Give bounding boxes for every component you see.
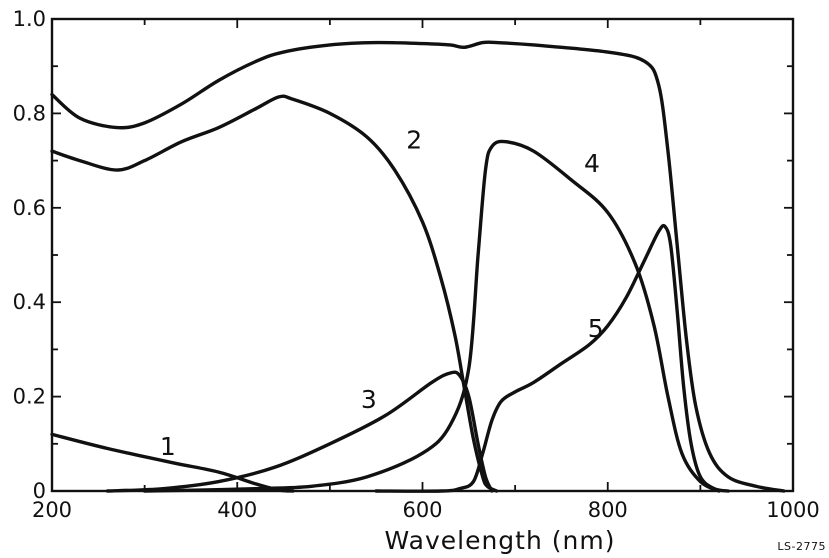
curve-label-3: 3 xyxy=(361,385,377,414)
y-tick-label: 1.0 xyxy=(13,7,46,31)
curve-label-group: 2 1 3 4 5 xyxy=(160,125,604,461)
curve-top xyxy=(50,40,786,493)
plot-frame xyxy=(50,17,795,493)
figure-reference: LS-2775 xyxy=(777,540,826,553)
curve-label-1: 1 xyxy=(160,432,176,461)
x-tick-label: 1000 xyxy=(766,498,819,522)
curve-label-4: 4 xyxy=(584,149,600,178)
curve-3 xyxy=(105,370,494,493)
x-tick-label: 800 xyxy=(588,498,628,522)
curve-group xyxy=(50,40,786,493)
tick-group: 200 400 600 800 1000 0 0.2 0.4 0.6 0.8 1.0 xyxy=(13,7,820,522)
plot-frame-rect xyxy=(50,17,795,493)
y-tick-label: 0 xyxy=(33,479,46,503)
y-tick-label: 0.8 xyxy=(13,101,46,125)
curve-5 xyxy=(374,223,730,493)
y-tick-label: 0.6 xyxy=(13,196,46,220)
x-tick-label: 400 xyxy=(217,498,257,522)
x-axis-title: Wavelength (nm) xyxy=(385,526,616,555)
y-tick-label: 0.4 xyxy=(13,290,46,314)
x-tick-label: 200 xyxy=(32,498,72,522)
y-tick-label: 0.2 xyxy=(13,385,46,409)
x-tick-label: 600 xyxy=(402,498,442,522)
curve-2 xyxy=(50,94,499,493)
curve-4 xyxy=(142,139,721,493)
curve-label-2: 2 xyxy=(406,125,422,154)
curve-label-5: 5 xyxy=(588,314,604,343)
